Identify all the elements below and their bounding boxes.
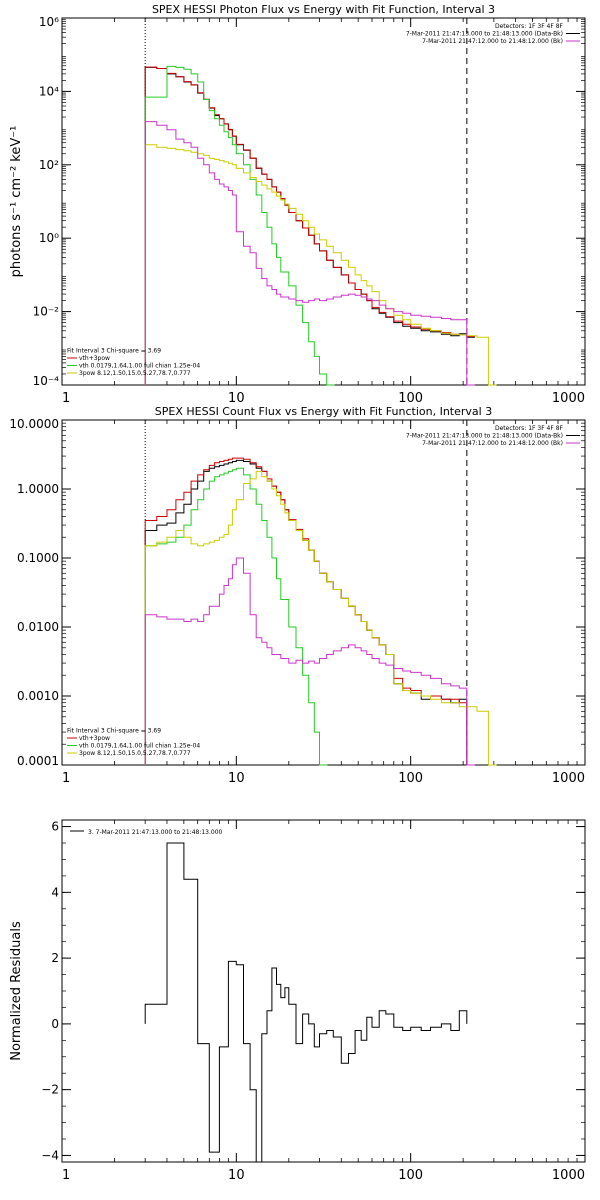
x-tick-label: 10 [228, 771, 245, 786]
legend-text: 7-Mar-2011 21:47:12.000 to 21:48:12.000 … [422, 440, 563, 447]
y-tick-label: 0.1000 [17, 551, 59, 565]
series-vth-line [144, 65, 335, 386]
x-tick-label: 1000 [552, 1168, 585, 1183]
legend-text: 7-Mar-2011 21:47:13.000 to 21:48:13.000 … [406, 433, 563, 440]
y-tick-label: 10⁰ [39, 231, 59, 245]
y-tick-label: 10.0000 [9, 417, 59, 431]
y-axis-label: photons s⁻¹ cm⁻² keV⁻¹ [9, 126, 24, 278]
x-tick-label: 1 [62, 391, 70, 406]
plot-frame [61, 17, 586, 386]
y-tick-label: 10⁻² [33, 305, 60, 319]
legend-text: vth+3pow [79, 735, 110, 742]
legend-text: 3. 7-Mar-2011 21:47:13.000 to 21:48:13.0… [88, 829, 223, 836]
series-residual-line [144, 842, 468, 1163]
plot-frame [61, 419, 586, 766]
x-tick-label: 10 [228, 391, 245, 406]
y-tick-label: 1.0000 [17, 482, 59, 496]
series-data-bk-line [144, 459, 475, 766]
legend-text: vth 0.0179,1.64,1.00 full chian 1.25e-04 [79, 363, 200, 370]
legend-text: Fit Interval 3 Chi-square = 3.69 [67, 348, 161, 355]
y-tick-label: 0.0010 [17, 689, 59, 703]
y-tick-label: 10⁻⁴ [33, 374, 60, 388]
legend-text: Detectors: 1F 3F 4F 8F [495, 23, 564, 30]
legend-text: 7-Mar-2011 21:47:13.000 to 21:48:13.000 … [406, 31, 563, 38]
y-tick-label: 2 [51, 951, 59, 965]
y-tick-label: 6 [51, 820, 59, 834]
series-vth-3pow-line [144, 66, 475, 385]
y-tick-label: −4 [41, 1148, 59, 1162]
series-bk-line [144, 557, 475, 766]
x-tick-label: 1000 [552, 771, 585, 786]
count-flux-panel: SPEX HESSI Count Flux vs Energy with Fit… [9, 405, 586, 786]
y-tick-label: 0.0001 [17, 754, 59, 768]
chart-title: SPEX HESSI Photon Flux vs Energy with Fi… [152, 3, 495, 16]
y-tick-label: 0.0100 [17, 620, 59, 634]
legend-text: vth+3pow [79, 355, 110, 362]
y-tick-label: −2 [41, 1083, 59, 1097]
x-tick-label: 1 [62, 1168, 70, 1183]
legend-text: Fit Interval 3 Chi-square = 3.69 [67, 728, 161, 735]
plot-frame [61, 819, 586, 1163]
legend-text: Detectors: 1F 3F 4F 8F [495, 425, 564, 432]
y-tick-label: 10⁶ [39, 15, 59, 29]
x-tick-label: 10 [228, 1168, 245, 1183]
x-tick-label: 100 [398, 391, 423, 406]
legend-text: 3pow 8.12,1.50,15.0,5.27,78.7,0.777 [79, 370, 191, 377]
chart-title: SPEX HESSI Count Flux vs Energy with Fit… [155, 405, 492, 418]
series-vth-3pow-line [144, 457, 475, 766]
series-vth-line [144, 467, 328, 766]
y-tick-label: 4 [51, 885, 59, 899]
legend-text: 7-Mar-2011 21:47:12.000 to 21:48:12.000 … [422, 38, 563, 45]
series-3pow-line [144, 470, 497, 766]
x-tick-label: 1 [62, 771, 70, 786]
x-tick-label: 1000 [552, 391, 585, 406]
legend-text: 3pow 8.12,1.50,15.0,5.27,78.7,0.777 [79, 750, 191, 757]
series-3pow-line [144, 144, 497, 386]
x-tick-label: 100 [398, 1168, 423, 1183]
photon-flux-panel: SPEX HESSI Photon Flux vs Energy with Fi… [9, 3, 586, 406]
y-tick-label: 10⁴ [39, 84, 59, 98]
y-tick-label: 10² [39, 158, 59, 172]
x-tick-label: 100 [398, 771, 423, 786]
y-tick-label: 0 [51, 1017, 59, 1031]
y-axis-label: Normalized Residuals [9, 921, 24, 1061]
legend-text: vth 0.0179,1.64,1.00 full chian 1.25e-04 [79, 743, 200, 750]
series-bk-line [144, 121, 475, 386]
series-data-bk-line [144, 66, 475, 385]
residuals-panel: 1 10 100 1000 −4 −2 0 2 4 6 Normalized Residuals 3.… [9, 819, 586, 1183]
